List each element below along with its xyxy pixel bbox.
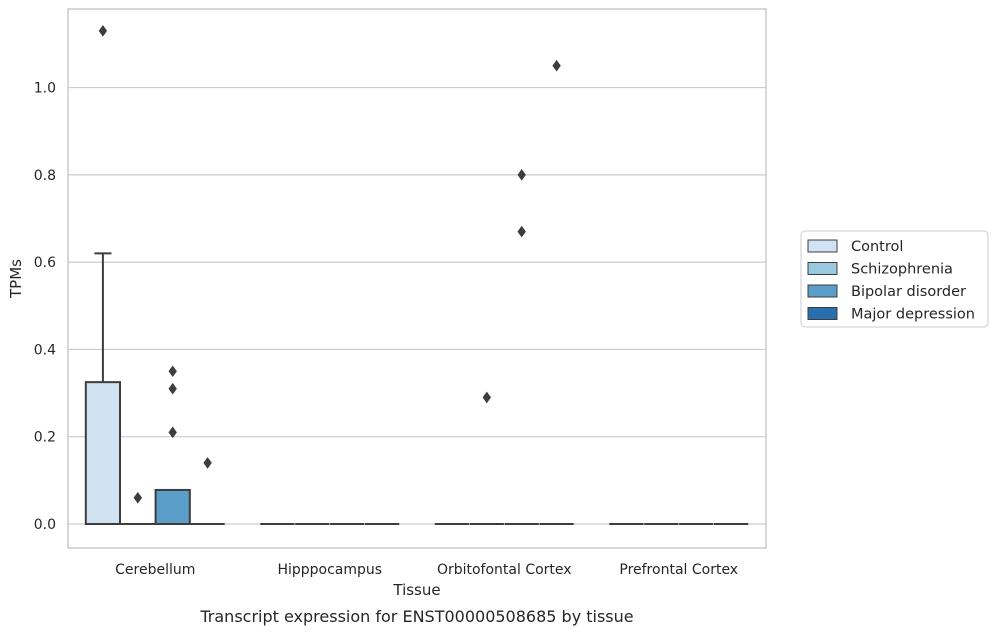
series-bipolar-disorder — [154, 169, 714, 525]
outlier-point — [168, 382, 177, 395]
legend-frame — [800, 230, 989, 328]
x-tick-label: Orbitofontal Cortex — [437, 562, 572, 578]
series-schizophrenia — [120, 391, 679, 525]
box-body — [154, 488, 191, 525]
legend: Control Schizophrenia Bipolar disorder Majo… — [800, 230, 989, 328]
outlier-point — [517, 169, 526, 181]
box-cerebellum — [154, 365, 191, 525]
y-tick-label: 0.2 — [34, 430, 56, 446]
legend-entry: Control — [851, 239, 903, 255]
box-orbitofontal-cortex — [469, 391, 504, 525]
box-cerebellum — [84, 25, 122, 525]
legend-swatch — [807, 239, 838, 253]
x-tick-label: Hipppocampus — [277, 562, 382, 578]
box-cerebellum — [190, 457, 225, 525]
legend-swatch — [807, 262, 838, 275]
outlier-point — [168, 426, 177, 439]
y-axis-ticks: 0.0 0.2 0.4 0.6 0.8 1.0 — [34, 81, 56, 533]
y-tick-label: 0.0 — [34, 517, 56, 533]
outlier-point — [168, 365, 177, 378]
x-axis-label: Tissue — [392, 581, 440, 599]
x-tick-label: Cerebellum — [115, 562, 195, 578]
y-axis-label: TPMs — [7, 259, 25, 299]
y-tick-label: 0.4 — [34, 342, 56, 358]
y-tick-label: 1.0 — [34, 81, 56, 97]
box-series-group — [84, 25, 749, 525]
y-tick-label: 0.8 — [34, 168, 56, 184]
box-orbitofontal-cortex — [539, 59, 574, 525]
legend-entry: Schizophrenia — [851, 262, 953, 278]
chart-caption: Transcript expression for ENST0000050868… — [199, 607, 633, 626]
box-cerebellum — [120, 492, 155, 525]
plot-area-frame — [67, 8, 767, 549]
legend-entry: Major depression — [851, 307, 975, 323]
box-body — [84, 381, 122, 525]
outlier-point — [482, 391, 491, 404]
outlier-point — [203, 457, 212, 469]
y-tick-label: 0.6 — [34, 255, 56, 271]
series-major-depression — [190, 59, 749, 525]
legend-entry: Bipolar disorder — [851, 284, 966, 300]
outlier-point — [133, 492, 142, 504]
outlier-point — [517, 225, 526, 238]
legend-swatch — [807, 284, 838, 298]
outlier-point — [98, 25, 108, 37]
box-orbitofontal-cortex — [504, 169, 539, 525]
x-axis-ticks: Cerebellum Hipppocampus Orbitofontal Corte… — [115, 562, 738, 578]
grid-lines — [68, 86, 766, 525]
x-tick-label: Prefrontal Cortex — [619, 562, 738, 578]
legend-swatch — [807, 307, 838, 320]
outlier-point — [552, 59, 561, 72]
series-control — [84, 25, 644, 525]
